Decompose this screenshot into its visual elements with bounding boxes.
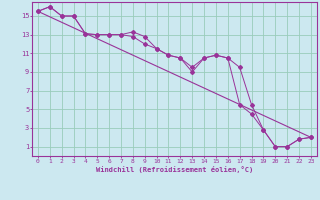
X-axis label: Windchill (Refroidissement éolien,°C): Windchill (Refroidissement éolien,°C): [96, 166, 253, 173]
